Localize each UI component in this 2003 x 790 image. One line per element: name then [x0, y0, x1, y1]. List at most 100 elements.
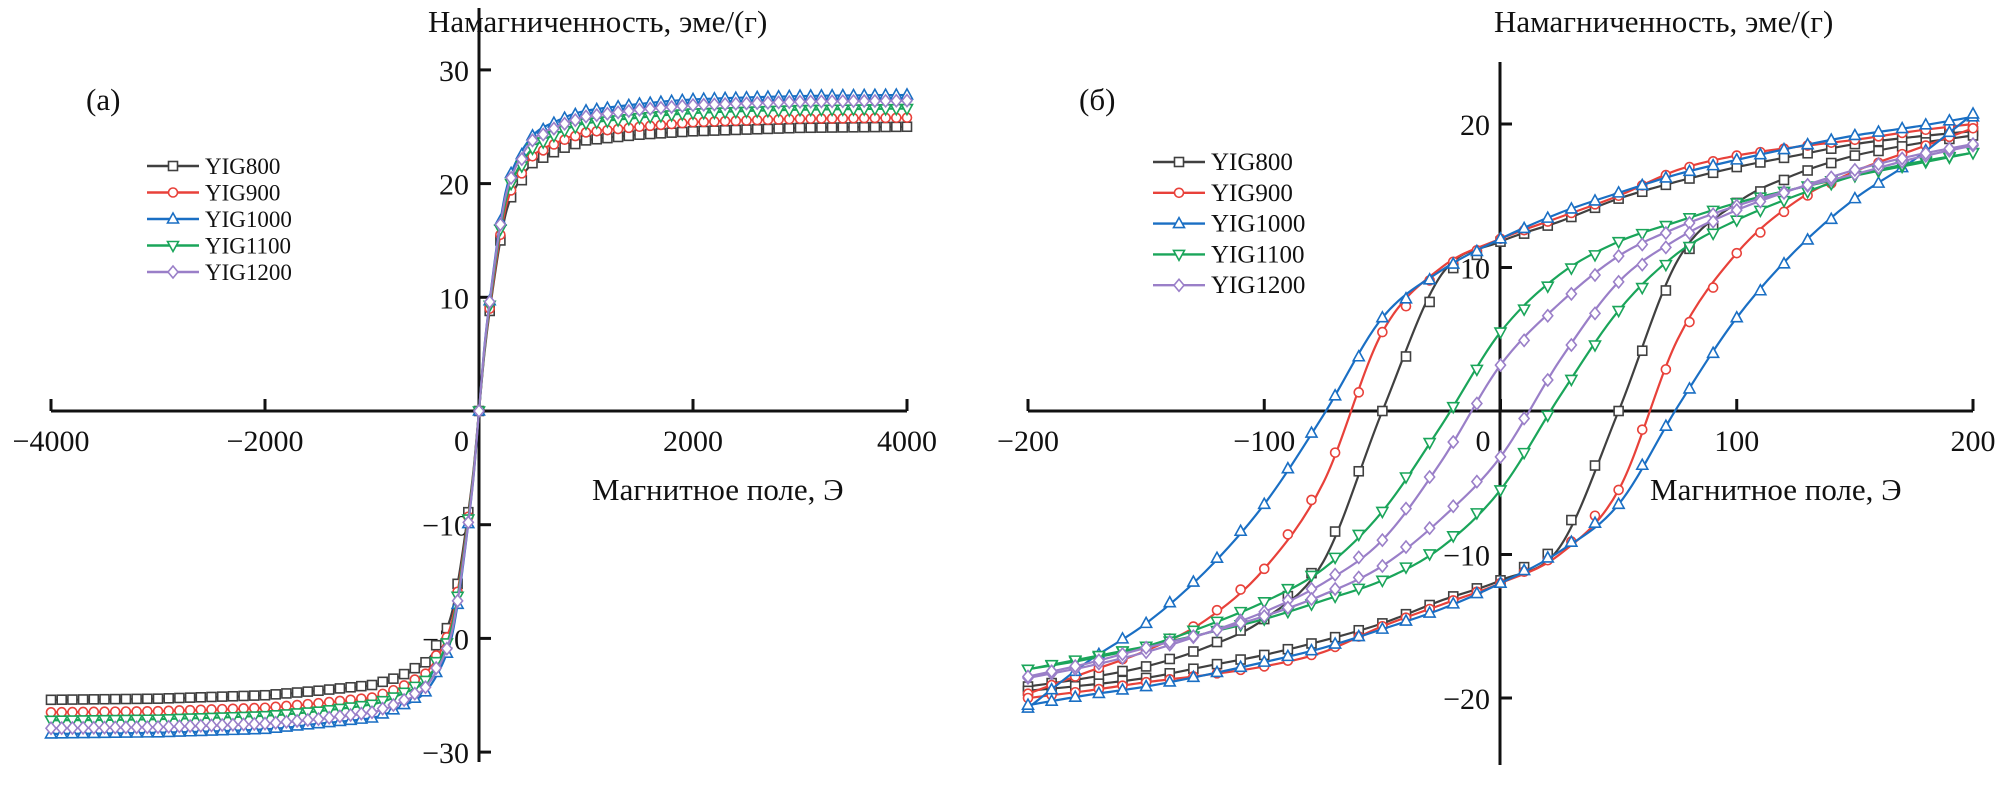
data-point — [1518, 411, 1531, 426]
data-point — [130, 720, 143, 735]
data-point — [206, 691, 217, 703]
data-point — [142, 705, 153, 717]
data-point — [1588, 515, 1602, 529]
data-point — [420, 656, 431, 668]
y-tick-label: 20 — [1460, 109, 1490, 142]
data-point — [494, 217, 507, 232]
data-point — [569, 112, 582, 128]
data-point — [1351, 349, 1366, 362]
data-point — [1376, 532, 1389, 548]
data-point — [1116, 646, 1129, 662]
data-point — [131, 693, 142, 705]
data-point — [1117, 665, 1128, 677]
panel-a-x-axis-label: Магнитное поле, Э — [592, 472, 844, 507]
data-point — [1636, 345, 1648, 357]
data-point — [227, 690, 239, 702]
legend-label: YIG1200 — [1211, 272, 1305, 299]
data-point — [1564, 534, 1579, 547]
data-point — [302, 686, 314, 697]
data-point — [836, 94, 849, 109]
data-point — [269, 715, 282, 731]
data-point — [1635, 282, 1650, 296]
x-tick-label: −100 — [1233, 425, 1295, 458]
data-point — [77, 720, 90, 736]
series-YIG1000 — [1021, 106, 1980, 713]
data-point — [1470, 364, 1484, 378]
data-point — [1636, 257, 1649, 272]
data-point — [783, 94, 796, 110]
data-point — [88, 694, 100, 705]
data-point — [345, 681, 356, 693]
data-point — [1353, 465, 1365, 477]
data-point — [462, 515, 475, 530]
data-point — [291, 687, 303, 698]
data-point — [151, 719, 165, 735]
data-point — [109, 720, 122, 735]
data-point — [1422, 549, 1437, 562]
data-point — [1613, 484, 1624, 496]
data-point — [1021, 697, 1035, 710]
data-point — [1162, 674, 1177, 687]
data-point — [1329, 526, 1341, 537]
data-point — [1162, 595, 1177, 608]
data-point — [837, 122, 849, 133]
data-point — [174, 705, 185, 716]
data-point — [366, 679, 378, 691]
data-point — [1754, 194, 1767, 209]
series-line — [1027, 115, 1974, 709]
data-point — [858, 93, 871, 109]
data-point — [1257, 654, 1272, 667]
x-tick-label: 100 — [1714, 425, 1759, 458]
series-line — [1027, 113, 1974, 707]
data-point — [1422, 605, 1437, 618]
data-point — [184, 704, 196, 716]
data-point — [537, 127, 550, 142]
data-point — [1258, 608, 1271, 624]
data-point — [248, 716, 261, 732]
data-point — [1351, 529, 1366, 543]
data-point — [1281, 461, 1295, 474]
data-point — [152, 693, 164, 704]
data-point — [99, 693, 110, 705]
data-point — [1517, 562, 1531, 576]
data-point — [590, 107, 603, 123]
data-point — [1304, 425, 1319, 438]
data-point — [1115, 631, 1130, 644]
data-point — [334, 683, 346, 694]
data-point — [1233, 523, 1248, 537]
data-point — [1351, 628, 1366, 642]
data-point — [1565, 337, 1578, 353]
data-point — [1351, 583, 1366, 597]
data-point — [793, 94, 807, 109]
data-point — [719, 124, 731, 136]
data-point — [1636, 424, 1648, 435]
data-point — [1659, 170, 1673, 183]
data-point — [826, 122, 838, 133]
panel-b-x-axis-label: Магнитное поле, Э — [1650, 472, 1902, 507]
data-point — [1660, 285, 1672, 296]
data-point — [1683, 225, 1696, 241]
data-point — [67, 706, 78, 718]
data-point — [174, 692, 185, 704]
data-point — [270, 701, 282, 713]
data-point — [1589, 460, 1601, 471]
data-point — [1211, 604, 1223, 616]
data-point — [301, 712, 314, 728]
data-point — [66, 720, 79, 736]
data-point — [815, 94, 828, 109]
data-point — [1611, 305, 1626, 319]
data-point — [773, 123, 784, 134]
panel-b: (б) Намагниченность, эме/(г) Магнитное п… — [997, 4, 1996, 765]
data-point — [1186, 669, 1201, 683]
data-point — [280, 714, 293, 730]
data-point — [344, 707, 357, 723]
data-point — [1045, 664, 1058, 679]
data-point — [1399, 291, 1413, 304]
data-point — [1376, 558, 1389, 574]
data-point — [1258, 563, 1270, 575]
data-point — [1424, 296, 1435, 308]
data-point — [291, 713, 304, 729]
data-point — [612, 105, 625, 120]
data-point — [676, 98, 689, 114]
